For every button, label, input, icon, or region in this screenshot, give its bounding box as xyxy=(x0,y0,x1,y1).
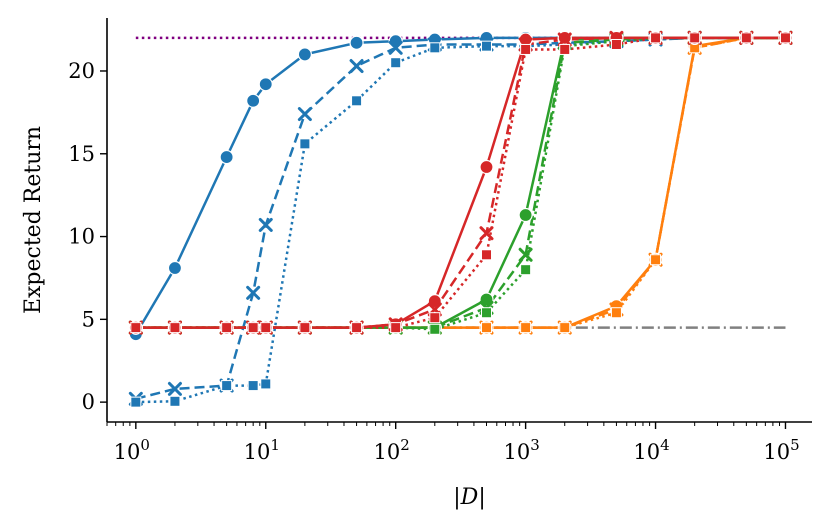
y-tick-label: 5 xyxy=(82,307,95,331)
red-square-point xyxy=(169,322,181,334)
x-tick-label: 100 xyxy=(114,436,150,464)
y-tick-label: 15 xyxy=(68,142,95,166)
blue-circle-point xyxy=(349,35,364,50)
blue-x-point xyxy=(258,217,273,232)
blue-x-point xyxy=(388,40,403,55)
y-tick-label: 0 xyxy=(82,390,95,414)
red-square-point xyxy=(221,322,233,334)
green-square-point xyxy=(429,323,441,335)
red-square-point xyxy=(689,32,701,44)
green-circle-point xyxy=(518,207,533,223)
blue-x-point xyxy=(349,59,364,74)
x-minor-ticks xyxy=(106,422,781,426)
blue-circle-point xyxy=(297,47,312,62)
orange-square-point xyxy=(520,322,532,334)
blue-square-point xyxy=(247,380,259,392)
red-square-point xyxy=(520,43,532,55)
red-x-point xyxy=(479,226,494,241)
x-tick-label: 103 xyxy=(503,436,539,464)
red-square-point xyxy=(559,43,571,55)
red-square-point xyxy=(740,32,752,44)
blue-square-point xyxy=(481,40,493,52)
green-square-point xyxy=(520,264,532,276)
orange-square-point xyxy=(559,322,571,334)
blue-circle-point xyxy=(219,149,234,165)
blue-x-series-line xyxy=(135,36,786,401)
orange-square-point xyxy=(650,254,662,266)
y-ticks: 0 5 10 15 20 xyxy=(68,59,107,414)
red-square-point xyxy=(299,322,311,334)
axes: 100 101 102 103 104 105 0 5 10 15 20 xyxy=(68,18,812,464)
orange-square-point xyxy=(610,307,622,319)
blue-x-point xyxy=(297,107,312,122)
x-axis-label: |D| xyxy=(453,485,485,510)
y-axis-label: Expected Return xyxy=(21,126,46,314)
blue-square-point xyxy=(299,138,311,150)
x-tick-label: 102 xyxy=(374,436,410,464)
blue-square-point xyxy=(260,378,272,390)
blue-circle-point xyxy=(246,93,261,108)
blue-circle-point xyxy=(258,77,273,92)
orange-square-point xyxy=(481,322,493,334)
green-square-point xyxy=(481,307,493,319)
blue-square-point xyxy=(351,95,363,107)
red-square-point xyxy=(130,322,142,334)
blue-square-point xyxy=(169,395,181,407)
green-x-point xyxy=(518,247,533,262)
x-tick-label: 101 xyxy=(244,436,280,464)
red-circle-point xyxy=(479,159,494,175)
blue-square-point xyxy=(130,396,142,408)
blue-circle-point xyxy=(167,260,183,276)
blue-square-point xyxy=(221,380,233,392)
red-square-point xyxy=(247,322,259,334)
plot-area xyxy=(128,30,793,408)
series-markers xyxy=(128,30,793,408)
blue-x-point xyxy=(167,381,182,396)
red-square-point xyxy=(779,32,791,44)
red-square-point xyxy=(481,249,493,261)
red-square-point xyxy=(610,38,622,50)
series-lines xyxy=(134,36,786,404)
red-square-point xyxy=(351,322,363,334)
x-tick-label: 104 xyxy=(633,436,669,464)
red-x-point xyxy=(557,32,572,47)
orange-x-series-line xyxy=(135,36,786,329)
y-tick-label: 20 xyxy=(68,59,95,83)
red-square-point xyxy=(429,312,441,324)
blue-square-point xyxy=(390,57,402,69)
x-ticks: 100 101 102 103 104 105 xyxy=(114,422,800,464)
y-tick-label: 10 xyxy=(68,225,95,249)
x-tick-label: 105 xyxy=(763,436,799,464)
blue-x-point xyxy=(246,285,261,300)
red-square-point xyxy=(650,32,662,44)
red-square-point xyxy=(390,322,402,334)
blue-square-series-line xyxy=(135,36,786,404)
blue-square-point xyxy=(429,42,441,54)
red-square-point xyxy=(260,322,272,334)
